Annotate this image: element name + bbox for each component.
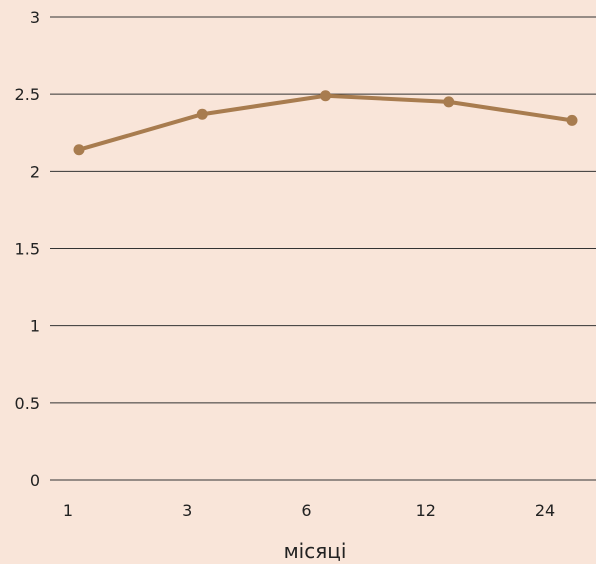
series-lines bbox=[77, 93, 574, 152]
x-tick-label: 24 bbox=[535, 501, 555, 520]
y-tick-label: 0 bbox=[30, 471, 40, 490]
y-tick-label: 2.5 bbox=[15, 85, 40, 104]
data-point bbox=[566, 114, 578, 126]
series-line bbox=[77, 93, 574, 152]
x-axis-title: місяці bbox=[284, 539, 347, 563]
data-point bbox=[443, 96, 455, 108]
x-tick-label: 12 bbox=[416, 501, 436, 520]
x-tick-labels: 1 3 6 12 24 bbox=[63, 501, 555, 520]
x-tick-label: 3 bbox=[182, 501, 192, 520]
y-tick-label: 3 bbox=[30, 8, 40, 27]
y-tick-labels: 0 0.5 1 1.5 2 2.5 3 bbox=[15, 8, 40, 490]
y-tick-label: 1.5 bbox=[15, 240, 40, 259]
y-tick-label: 2 bbox=[30, 162, 40, 181]
data-points bbox=[73, 90, 578, 156]
gridlines bbox=[50, 16, 596, 481]
y-tick-label: 0.5 bbox=[15, 394, 40, 413]
x-tick-label: 6 bbox=[301, 501, 311, 520]
y-tick-label: 1 bbox=[30, 317, 40, 336]
data-point bbox=[320, 90, 331, 102]
data-point bbox=[196, 108, 208, 120]
x-tick-label: 1 bbox=[63, 501, 73, 520]
data-point bbox=[73, 144, 85, 156]
